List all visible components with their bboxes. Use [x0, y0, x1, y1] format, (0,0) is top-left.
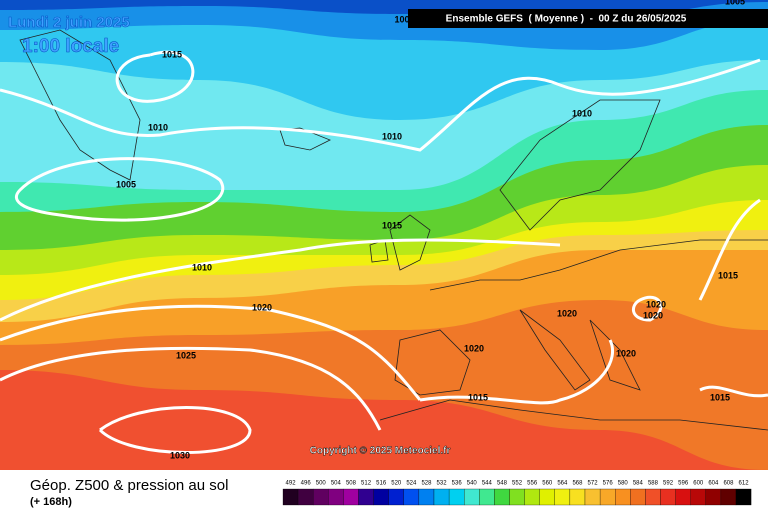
isobar-label: 1010: [192, 262, 212, 272]
isobar-labels: 1015 1010 1005 1010 1010 1015 1010 1020 1025 1030…: [116, 0, 745, 460]
scale-label: 572: [588, 481, 599, 487]
scale-swatch: [343, 488, 359, 506]
scale-swatch: [735, 488, 752, 506]
scale-label: 536: [452, 481, 463, 487]
scale-swatch: [539, 488, 555, 506]
scale-swatch: [494, 488, 510, 506]
scale-label: 532: [437, 481, 448, 487]
scale-swatch: [584, 488, 601, 506]
scale-swatch: [464, 488, 480, 506]
scale-label: 600: [693, 481, 704, 487]
scale-label: 504: [331, 481, 342, 487]
scale-label: 576: [603, 481, 614, 487]
scale-label: 516: [376, 481, 387, 487]
scale-label: 564: [557, 481, 568, 487]
date: Lundi 2 juin 2025: [8, 14, 130, 31]
scale-swatch: [433, 488, 450, 506]
scale-label: 568: [572, 481, 583, 487]
copyright: Copyright © 2025 Meteociel.fr: [310, 446, 451, 457]
scale-swatch: [282, 488, 299, 506]
scale-swatch: [705, 488, 722, 506]
scale-label: 556: [527, 481, 538, 487]
scale-swatch: [448, 488, 465, 506]
scale-swatch: [509, 488, 525, 506]
isobar-label: 1005: [116, 179, 136, 189]
isobars: [0, 50, 768, 454]
color-scale: 492 496 500 504 508 512 516 520 524 528 532 536 540 5…: [282, 481, 752, 506]
scale-swatch: [554, 488, 571, 506]
scale-label: 524: [406, 481, 417, 487]
scale-label: 608: [723, 481, 734, 487]
run-box: [408, 9, 768, 28]
isobar-label: 1010: [572, 108, 592, 118]
scale-swatch: [373, 488, 389, 506]
scale-swatch: [328, 488, 344, 506]
scale-swatch: [388, 488, 404, 506]
time: 1:00 locale: [22, 36, 119, 57]
isobar-label: 1005: [725, 0, 745, 6]
scale-swatch: [358, 488, 374, 506]
scale-label: 512: [361, 481, 372, 487]
isobar-label: 1010: [382, 131, 402, 141]
scale-swatch: [313, 488, 329, 506]
footer-title: Géop. Z500 & pression au sol: [30, 477, 228, 494]
scale-label: 544: [482, 481, 493, 487]
isobar-label: 1015: [162, 49, 182, 59]
isobar-label: 1020: [616, 348, 636, 358]
scale-label: 528: [421, 481, 432, 487]
scale-swatch: [569, 488, 586, 506]
run: Ensemble GEFS ( Moyenne ) - 00 Z du 26/0…: [446, 14, 687, 25]
isobar-label: 1015: [710, 392, 730, 402]
scale-label: 492: [286, 481, 297, 487]
scale-label: 540: [467, 481, 478, 487]
scale-label: 604: [708, 481, 719, 487]
scale-swatch: [403, 488, 420, 506]
isobar-label: 1020: [464, 343, 484, 353]
scale-swatch: [418, 488, 435, 506]
scale-label: 552: [512, 481, 523, 487]
scale-swatch: [297, 488, 314, 506]
scale-swatch: [524, 488, 540, 506]
isobar-label: 1020: [557, 308, 577, 318]
scale-swatch: [675, 488, 691, 506]
scale-swatch: [645, 488, 661, 506]
isobar-label: 1015: [468, 392, 488, 402]
scale-swatch: [615, 488, 631, 506]
scale-label: 520: [391, 481, 402, 487]
scale-label: 580: [618, 481, 629, 487]
isobar-label: 100: [394, 14, 409, 24]
isobar-label: 1010: [148, 122, 168, 132]
isobar-label: 1020: [646, 299, 666, 309]
isobar-label: 1020: [252, 302, 272, 312]
scale-swatch: [690, 488, 706, 506]
scale-label: 560: [542, 481, 553, 487]
scale-swatch: [479, 488, 495, 506]
scale-swatch: [599, 488, 616, 506]
scale-label: 592: [663, 481, 674, 487]
isobar-label: 1015: [382, 220, 402, 230]
scale-label: 584: [633, 481, 644, 487]
isobar-label: 1030: [170, 450, 190, 460]
isobar-label: 1020: [643, 310, 663, 320]
scale-label: 588: [648, 481, 659, 487]
isobar-label: 1025: [176, 350, 196, 360]
scale-label: 548: [497, 481, 508, 487]
scale-label: 596: [678, 481, 689, 487]
scale-swatch: [720, 488, 737, 506]
scale-label: 500: [316, 481, 327, 487]
scale-swatch: [630, 488, 646, 506]
footer-lead: (+ 168h): [30, 496, 72, 508]
scale-swatch: [660, 488, 676, 506]
scale-label: 508: [346, 481, 357, 487]
isobar-label: 1015: [718, 270, 738, 280]
scale-label: 612: [739, 481, 750, 487]
scale-label: 496: [301, 481, 312, 487]
